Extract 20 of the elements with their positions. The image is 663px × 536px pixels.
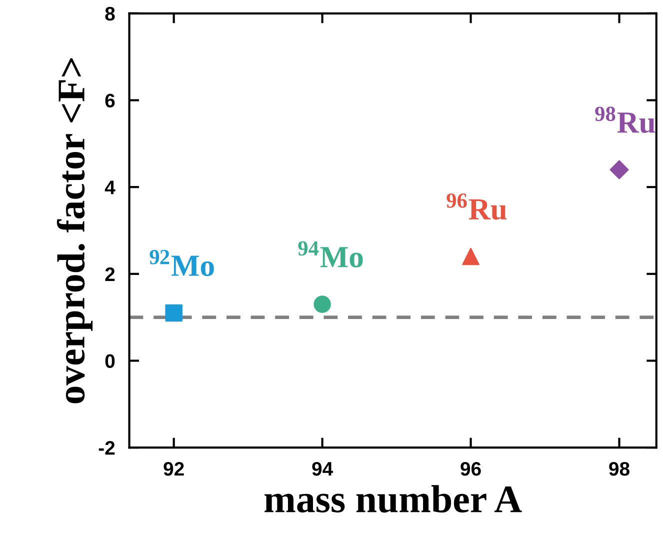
x-tick-label: 98 xyxy=(609,462,630,476)
x-tick-label: 96 xyxy=(460,462,481,476)
x-tick-label: 92 xyxy=(164,462,184,476)
series-label: $^{96}$Ru xyxy=(446,193,507,220)
series-label: $^{94}$Mo xyxy=(298,241,363,268)
y-tick-label: 6 xyxy=(105,94,115,108)
x-axis-title: mass number A xyxy=(264,485,522,513)
x-tick-label: 94 xyxy=(312,462,334,476)
y-tick-label: 0 xyxy=(105,354,115,368)
y-tick-label: 8 xyxy=(105,6,115,21)
y-tick-label: 4 xyxy=(104,180,116,194)
series-label: $^{92}$Mo xyxy=(150,250,214,276)
y-tick-label: -2 xyxy=(98,441,115,455)
point xyxy=(165,304,182,322)
y-axis-title: overprod. factor <F> xyxy=(56,58,93,404)
y-tick-label: 2 xyxy=(105,267,115,281)
series-label: $^{98}$Ru xyxy=(595,106,656,133)
point xyxy=(462,248,480,266)
point xyxy=(314,296,331,313)
point xyxy=(610,160,629,180)
